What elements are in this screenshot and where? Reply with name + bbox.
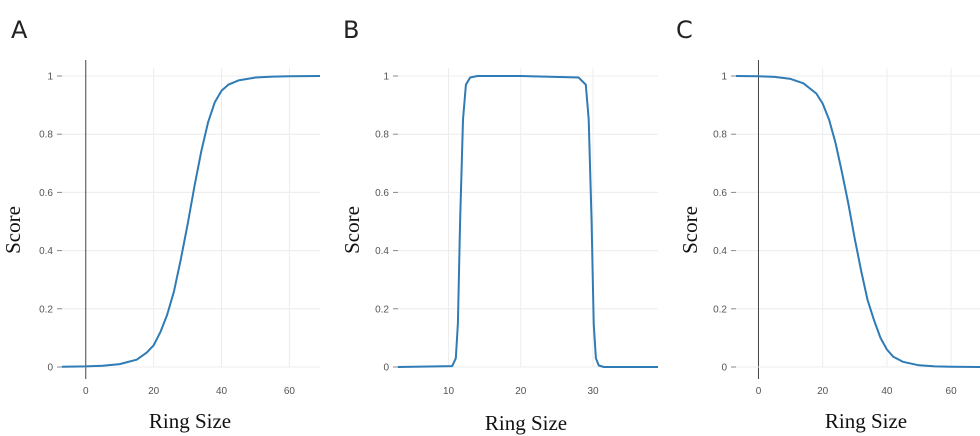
x-tick-label: 30 — [587, 386, 599, 397]
grid-c — [736, 60, 980, 379]
panel-a: A 0 0.2 0.4 0.6 0.8 1 0 20 40 60 Score Ring Size — [1, 16, 321, 433]
y-tick-label: 1 — [47, 72, 53, 83]
panel-letter-b: B — [343, 16, 359, 44]
panel-b: B 0 0.2 0.4 0.6 0.8 1 10 20 30 Score Ring Size — [340, 16, 658, 435]
y-tick-label: 0.2 — [713, 304, 727, 315]
score-curve-a — [61, 75, 321, 368]
y-tick-label: 0 — [47, 363, 53, 374]
y-tick-label: 0.8 — [375, 130, 389, 141]
score-curve-b — [397, 75, 658, 368]
x-axis-title-c: Ring Size — [825, 409, 907, 433]
x-tick-label: 60 — [946, 386, 958, 397]
ticks-c: 0 0.2 0.4 0.6 0.8 1 0 20 40 60 — [713, 72, 957, 398]
y-tick-label: 0 — [383, 363, 389, 374]
ticks-a: 0 0.2 0.4 0.6 0.8 1 0 20 40 60 — [39, 72, 295, 398]
y-tick-label: 0 — [721, 363, 727, 374]
y-tick-label: 0.4 — [713, 246, 727, 257]
x-tick-label: 20 — [817, 386, 829, 397]
x-tick-label: 20 — [148, 386, 160, 397]
y-tick-label: 0.8 — [39, 130, 53, 141]
x-tick-label: 40 — [881, 386, 893, 397]
y-axis-title-a: Score — [1, 206, 25, 254]
x-tick-label: 10 — [443, 386, 455, 397]
y-tick-label: 0.6 — [375, 188, 389, 199]
panel-letter-a: A — [11, 16, 28, 44]
y-tick-label: 0.2 — [39, 304, 53, 315]
ticks-b: 0 0.2 0.4 0.6 0.8 1 10 20 30 — [375, 72, 599, 398]
y-tick-label: 0.2 — [375, 304, 389, 315]
x-axis-title-b: Ring Size — [485, 411, 567, 435]
y-axis-title-b: Score — [340, 206, 364, 254]
y-tick-label: 0.4 — [375, 246, 389, 257]
score-curve-c — [735, 75, 980, 368]
panel-c: C 0 0.2 0.4 0.6 0.8 1 0 20 40 60 Score Ring Size — [676, 16, 980, 433]
y-tick-label: 1 — [721, 72, 727, 83]
grid-b — [398, 68, 658, 368]
y-tick-label: 0.6 — [713, 188, 727, 199]
x-tick-label: 40 — [216, 386, 228, 397]
panel-letter-c: C — [676, 16, 693, 44]
grid-a — [62, 60, 320, 379]
x-tick-label: 60 — [284, 386, 296, 397]
y-tick-label: 0.6 — [39, 188, 53, 199]
x-axis-title-a: Ring Size — [149, 409, 231, 433]
x-tick-label: 0 — [756, 386, 762, 397]
x-tick-label: 20 — [515, 386, 527, 397]
y-axis-title-c: Score — [678, 206, 702, 254]
y-tick-label: 0.4 — [39, 246, 53, 257]
y-tick-label: 1 — [383, 72, 389, 83]
y-tick-label: 0.8 — [713, 130, 727, 141]
x-tick-label: 0 — [83, 386, 89, 397]
